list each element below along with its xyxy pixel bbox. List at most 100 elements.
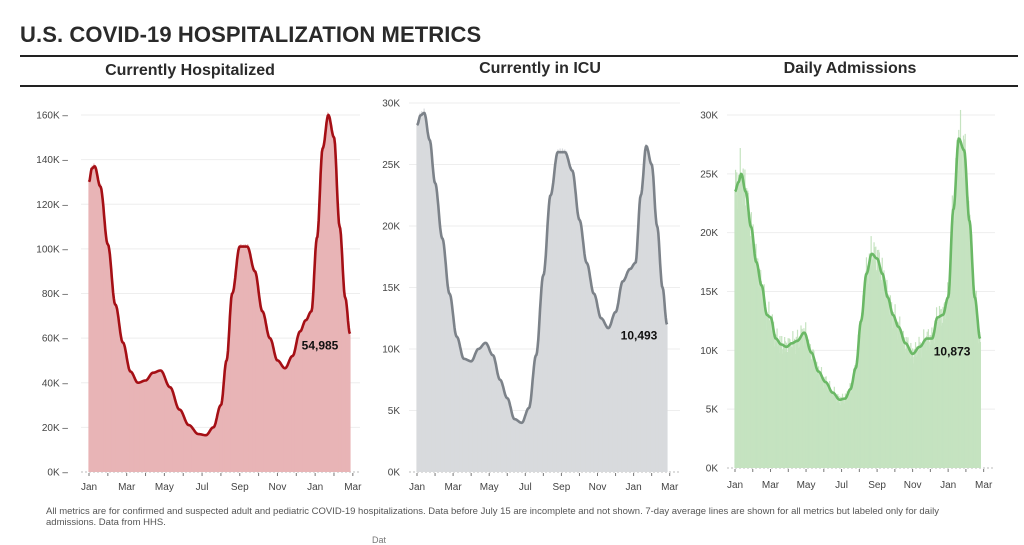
daily-bar [93, 164, 96, 473]
daily-bar [195, 433, 197, 472]
daily-bar [110, 273, 112, 472]
daily-bar [286, 366, 288, 472]
footnote: All metrics are for confirmed and suspec… [46, 506, 939, 528]
daily-bar [90, 167, 93, 473]
daily-bar [105, 231, 107, 472]
daily-bar [283, 367, 285, 472]
daily-bar [226, 359, 228, 472]
daily-bar [284, 369, 287, 472]
daily-bar [123, 344, 125, 472]
daily-bar [266, 330, 268, 472]
daily-bar [293, 353, 295, 472]
daily-bar [302, 325, 305, 472]
y-tick-label: 0K [706, 464, 719, 475]
daily-bar [251, 261, 253, 472]
daily-bar [255, 274, 257, 472]
daily-bar [124, 350, 127, 472]
daily-bar [204, 435, 207, 472]
x-tick-label: Mar [975, 480, 993, 491]
chart-daily-admissions: 0K 5K 10K 15K 20K 25K 30K Jan Mar May Jul Sep Nov Jan… [700, 109, 995, 491]
x-tick-label: May [155, 482, 174, 493]
y-tick-label: 10K [382, 345, 400, 356]
daily-bar [164, 377, 166, 472]
daily-bar [213, 427, 215, 472]
daily-bar [331, 129, 333, 472]
daily-bar [165, 382, 168, 472]
daily-bar [198, 434, 200, 472]
daily-bar [241, 249, 243, 472]
daily-bar [180, 410, 182, 472]
daily-bar [201, 434, 204, 472]
daily-bar [168, 387, 170, 472]
daily-bar [180, 410, 182, 472]
daily-bar [96, 174, 98, 472]
daily-bar [332, 130, 334, 473]
daily-bar [242, 245, 244, 472]
daily-bar [181, 412, 183, 472]
daily-bar [205, 434, 207, 472]
daily-bar [161, 372, 163, 472]
daily-bar [168, 386, 171, 472]
daily-bar [273, 350, 275, 472]
daily-bar [229, 320, 231, 472]
daily-bar [211, 428, 213, 472]
daily-bar [107, 243, 109, 472]
daily-bar [92, 169, 94, 472]
daily-bar [235, 269, 237, 472]
daily-bar [139, 381, 141, 472]
daily-bar [287, 365, 289, 472]
daily-bar [284, 368, 286, 472]
y-tick-label: 60K – [42, 334, 69, 345]
x-tick-label: Nov [589, 482, 607, 493]
daily-bar [322, 143, 324, 472]
daily-bar [141, 381, 143, 472]
daily-bar [281, 364, 283, 472]
daily-bar [225, 362, 227, 472]
daily-bar [260, 307, 262, 472]
daily-bar [88, 181, 90, 472]
daily-bar [310, 309, 313, 472]
daily-bar [311, 306, 313, 472]
daily-bar [239, 249, 241, 472]
daily-bar [343, 293, 345, 472]
y-tick-label: 15K [382, 283, 400, 294]
daily-bar [312, 290, 315, 472]
daily-bar [252, 270, 254, 472]
daily-bar [282, 368, 284, 472]
daily-bar [335, 171, 337, 472]
daily-bar [222, 386, 225, 472]
daily-bar [343, 283, 345, 472]
y-tick-label: 25K [382, 160, 400, 171]
x-tick-label: Jan [81, 482, 97, 493]
daily-bar [139, 381, 142, 472]
daily-bar [189, 425, 191, 472]
daily-bar [142, 381, 144, 472]
daily-bar [301, 331, 303, 472]
daily-bar [234, 278, 236, 472]
daily-bar [98, 180, 100, 472]
daily-bar [276, 360, 278, 472]
daily-bar [195, 432, 197, 472]
daily-bar [349, 334, 351, 472]
x-tick-label: Mar [344, 482, 362, 493]
daily-bar [347, 320, 349, 472]
daily-bar [247, 248, 249, 472]
daily-bar [193, 430, 195, 472]
daily-bar [260, 307, 262, 472]
daily-bar [243, 248, 245, 472]
daily-bar [294, 352, 296, 472]
daily-bar [92, 170, 94, 472]
daily-bar [346, 315, 349, 472]
daily-bar [166, 382, 168, 472]
daily-bar [119, 330, 121, 472]
daily-bar [89, 177, 91, 472]
daily-bar [244, 244, 246, 472]
panel-title-hospitalized: Currently Hospitalized [105, 62, 275, 79]
daily-bar [979, 341, 981, 468]
daily-bar [146, 379, 148, 472]
daily-bar [328, 119, 330, 472]
clipped-text-fragment: Dat [372, 535, 387, 545]
daily-bar [151, 372, 153, 472]
daily-bar [90, 175, 92, 472]
daily-bar [259, 304, 261, 472]
